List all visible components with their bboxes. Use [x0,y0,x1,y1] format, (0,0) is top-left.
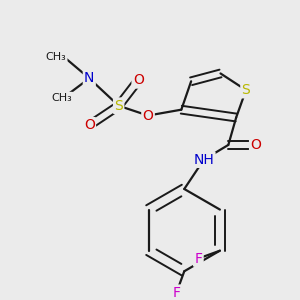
Text: CH₃: CH₃ [46,52,66,62]
Text: S: S [114,99,123,113]
Text: NH: NH [194,153,214,166]
Text: F: F [194,251,202,266]
Text: CH₃: CH₃ [52,93,72,103]
Text: O: O [133,73,144,87]
Text: O: O [142,109,154,122]
Text: O: O [84,118,95,132]
Text: S: S [242,83,250,97]
Text: N: N [84,71,94,85]
Text: F: F [172,286,180,300]
Text: O: O [250,138,261,152]
